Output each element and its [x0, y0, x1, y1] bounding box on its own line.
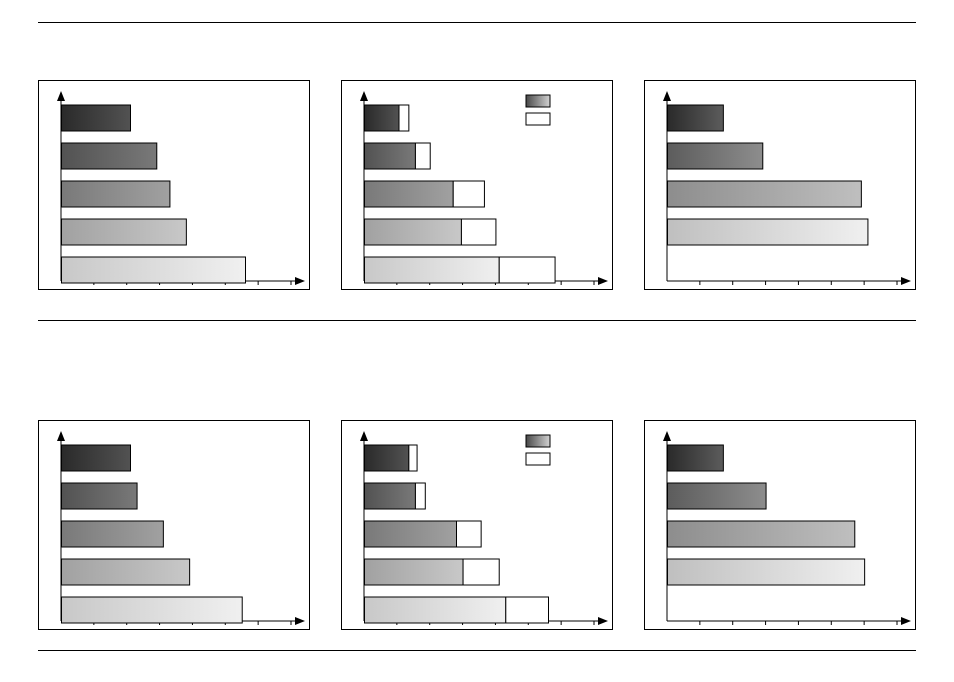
- figure-page: { "layout": { "page_width": 954, "page_h…: [0, 0, 954, 682]
- panel-r2c1: [38, 420, 310, 630]
- panel-r1c2: [341, 80, 613, 290]
- panel-r2c3: [644, 420, 916, 630]
- panel-row-2: [38, 420, 916, 630]
- panel-r2c2: [341, 420, 613, 630]
- panel-r1c1: [38, 80, 310, 290]
- panel-r1c3: [644, 80, 916, 290]
- rule-bottom: [38, 650, 916, 651]
- rule-top: [38, 22, 916, 23]
- panel-row-1: [38, 80, 916, 290]
- rule-middle: [38, 320, 916, 321]
